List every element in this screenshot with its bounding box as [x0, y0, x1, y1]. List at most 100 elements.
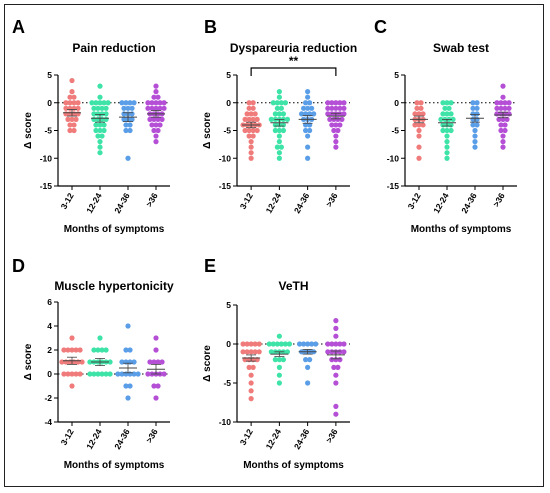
x-tick-label: 12-24 [431, 191, 451, 215]
data-point [240, 341, 246, 347]
data-point [161, 371, 167, 377]
panel-label: B [204, 17, 217, 37]
data-point [246, 364, 252, 370]
data-point [121, 105, 127, 111]
data-point [470, 100, 476, 106]
chart-title: Dyspareuria reduction [230, 41, 357, 55]
data-point [333, 133, 339, 139]
data-point [97, 144, 103, 150]
data-point [248, 341, 254, 347]
data-point [145, 100, 151, 106]
data-point [97, 122, 103, 128]
data-point [101, 127, 107, 134]
data-point [127, 383, 133, 389]
data-point [71, 94, 77, 100]
x-tick-label: 12-24 [264, 191, 284, 215]
data-point [97, 100, 103, 106]
x-tick-label: 12-24 [264, 427, 284, 451]
data-point [91, 347, 97, 353]
data-point [472, 144, 478, 150]
data-point [335, 127, 341, 134]
chart-title: Swab test [433, 41, 489, 55]
data-point [274, 341, 280, 347]
data-point [73, 371, 79, 377]
panel-a: A Pain reduction 5 0 -5 -10 -15 Δ score 3-12 12-2… [12, 17, 170, 235]
data-point [500, 94, 506, 100]
data-point [151, 359, 157, 365]
data-point [494, 100, 500, 106]
data-point [69, 116, 75, 122]
data-point [107, 359, 113, 365]
data-point [153, 89, 159, 95]
x-tick-label: 24-36 [112, 427, 132, 451]
data-point [125, 105, 131, 111]
data-point [333, 333, 339, 339]
data-point [282, 100, 289, 106]
data-point [69, 383, 75, 389]
y-tick-label: 5 [226, 300, 231, 310]
figure-frame [4, 4, 544, 487]
data-point [280, 357, 287, 363]
data-point [331, 364, 337, 370]
data-point [73, 347, 79, 353]
data-point [414, 105, 420, 111]
data-point [135, 371, 141, 377]
data-point [123, 127, 129, 134]
data-point [131, 359, 137, 365]
data-point [305, 133, 311, 139]
data-point [149, 105, 155, 111]
data-point [329, 357, 335, 363]
data-point [303, 127, 309, 134]
panel-label: C [374, 17, 387, 37]
y-tick-label: -4 [44, 417, 52, 427]
data-point [248, 144, 254, 150]
data-point [327, 116, 333, 122]
y-tick-label: 0 [226, 98, 231, 108]
data-point [300, 341, 307, 347]
y-tick-label: -10 [219, 417, 232, 427]
data-point [153, 133, 159, 139]
data-point [75, 100, 81, 106]
data-point [470, 105, 476, 111]
data-point [248, 396, 254, 402]
data-point [329, 100, 335, 106]
y-tick-label: -5 [223, 378, 231, 388]
data-point [416, 133, 422, 139]
data-point [61, 347, 67, 353]
data-point [438, 116, 444, 122]
data-point [500, 133, 506, 139]
y-tick-label: 5 [394, 70, 399, 80]
data-point [151, 383, 157, 389]
data-point [418, 105, 424, 111]
data-point [284, 116, 291, 122]
data-point [494, 105, 500, 111]
data-point [472, 127, 478, 134]
data-point [123, 100, 129, 106]
data-point [125, 323, 131, 329]
data-point [440, 111, 446, 117]
data-point [119, 100, 125, 106]
data-point [506, 105, 512, 111]
data-point [333, 403, 339, 409]
data-point [307, 357, 313, 363]
data-point [240, 349, 246, 355]
data-point [151, 127, 157, 134]
data-point [248, 349, 254, 355]
data-point [99, 347, 105, 353]
y-tick-label: -15 [387, 181, 400, 191]
data-point [313, 341, 319, 347]
data-point [256, 349, 262, 355]
data-point [244, 341, 250, 347]
data-point [341, 105, 347, 111]
data-point [444, 139, 450, 145]
data-point [248, 155, 254, 161]
data-point [127, 347, 133, 353]
data-point [157, 122, 163, 128]
data-point [97, 94, 103, 100]
data-point [470, 122, 476, 128]
data-point [153, 395, 159, 401]
data-point [337, 105, 343, 111]
data-point [147, 359, 153, 365]
data-point [91, 371, 97, 377]
data-point [303, 357, 309, 363]
